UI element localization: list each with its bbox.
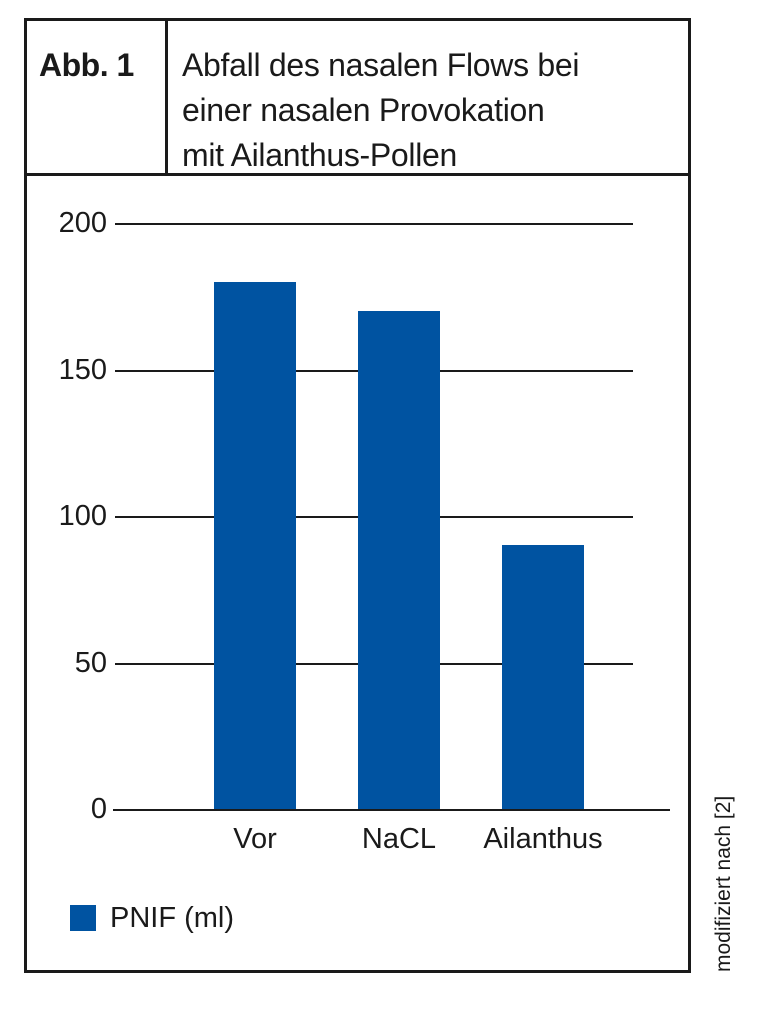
bar-chart: PNIF (ml) 200 150 100 50 0 Vor NaCL Ailanthus xyxy=(27,176,688,970)
legend-label: PNIF (ml) xyxy=(110,902,235,934)
figure-label-cell: Abb. 1 xyxy=(27,21,168,173)
source-note: modifiziert nach [2] xyxy=(712,795,735,972)
figure-title-line: Abfall des nasalen Flows bei xyxy=(182,47,580,83)
figure-header: Abb. 1 Abfall des nasalen Flows bei eine… xyxy=(27,21,688,176)
figure-label: Abb. 1 xyxy=(39,47,134,83)
y-tick-label: 200 xyxy=(58,207,107,239)
bar-vor xyxy=(214,281,296,809)
y-tick-label: 150 xyxy=(58,353,107,386)
x-tick-label: NaCL xyxy=(361,823,437,855)
x-tick-label: Ailanthus xyxy=(483,823,603,855)
figure-title: Abfall des nasalen Flows bei einer nasal… xyxy=(168,21,579,173)
y-tick-label: 100 xyxy=(58,500,107,532)
figure-title-line: einer nasalen Provokation xyxy=(182,92,545,128)
x-axis-line xyxy=(113,809,670,811)
figure-title-line: mit Ailanthus-Pollen xyxy=(182,137,458,173)
figure-box: Abb. 1 Abfall des nasalen Flows bei eine… xyxy=(24,18,691,973)
bar-nacl xyxy=(358,310,440,809)
y-tick-label: 0 xyxy=(90,793,107,825)
chart-legend: PNIF (ml) xyxy=(70,901,234,935)
y-tick-label: 50 xyxy=(74,646,107,679)
x-tick-label: Vor xyxy=(233,823,277,855)
gridline xyxy=(115,223,633,225)
bar-ailanthus xyxy=(502,545,584,809)
legend-color-swatch xyxy=(70,905,96,931)
